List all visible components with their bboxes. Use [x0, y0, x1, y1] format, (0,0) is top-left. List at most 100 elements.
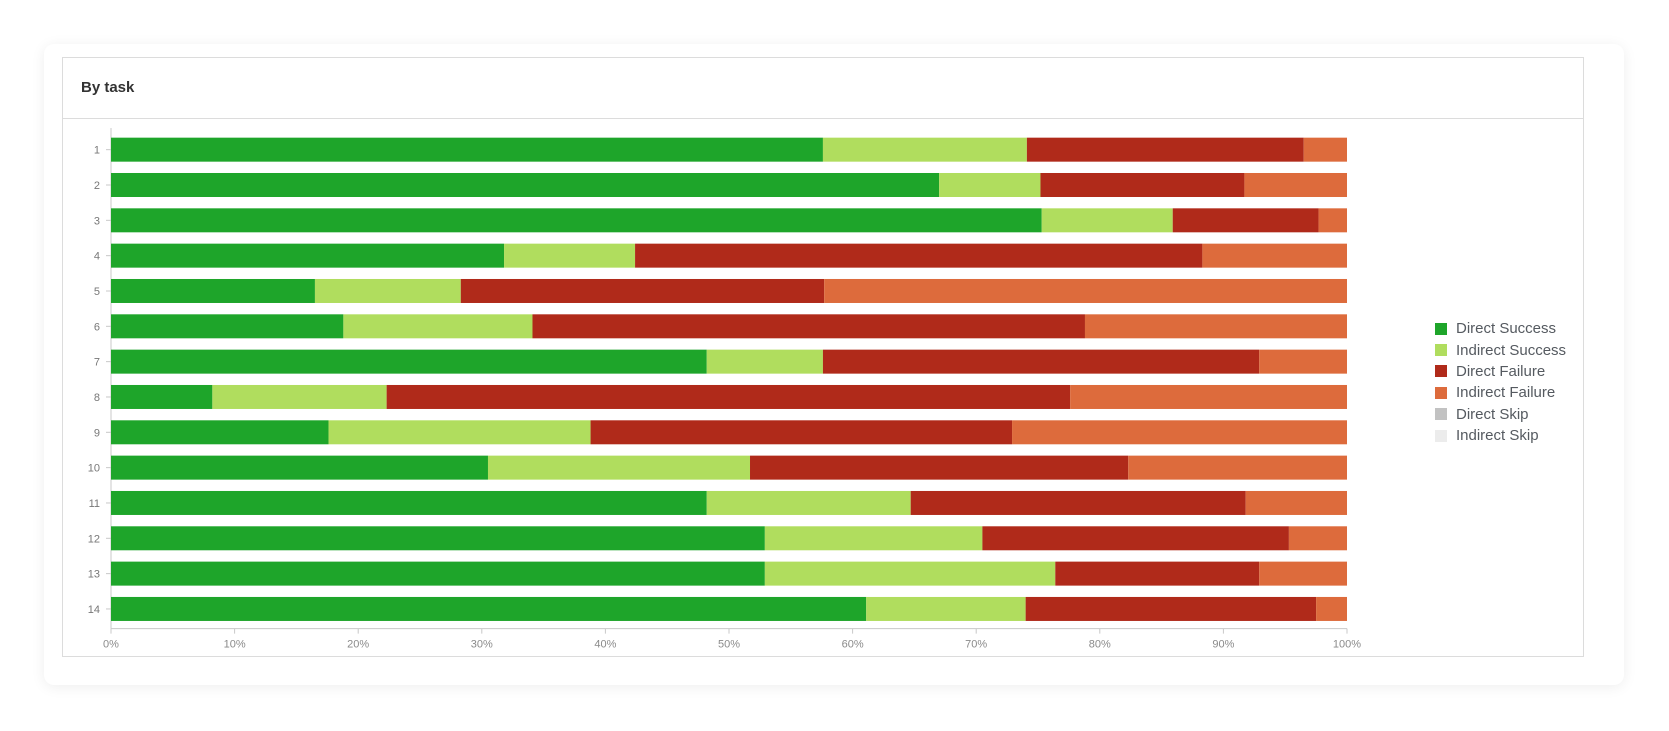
y-tick-label: 5: [94, 286, 100, 298]
bar-segment-11-indirect-failure: [1245, 490, 1347, 515]
bar-segment-5-direct-success: [111, 278, 315, 303]
y-tick-label: 14: [88, 604, 100, 616]
bar-segment-2-direct-failure: [1040, 172, 1245, 197]
bar-segment-14-direct-failure: [1025, 596, 1317, 621]
bar-segment-12-direct-failure: [982, 526, 1289, 551]
legend-item: Direct Failure: [1435, 361, 1566, 382]
legend-item: Indirect Failure: [1435, 382, 1566, 403]
x-tick-label: 90%: [1212, 639, 1234, 651]
bar-segment-3-indirect-failure: [1318, 208, 1347, 233]
bar-segment-14-indirect-success: [866, 596, 1026, 621]
bar-segment-5-indirect-success: [314, 278, 461, 303]
y-tick-label: 1: [94, 145, 100, 157]
legend-swatch: [1435, 429, 1447, 442]
bar-segment-6-indirect-success: [343, 314, 533, 339]
bar-segment-9-indirect-failure: [1012, 420, 1347, 445]
y-tick-label: 10: [88, 463, 100, 475]
bar-segment-6-direct-success: [111, 314, 344, 339]
legend-item: Indirect Skip: [1435, 425, 1566, 446]
x-tick-label: 10%: [224, 639, 246, 651]
y-tick-label: 11: [89, 498, 100, 510]
bar-segment-5-indirect-failure: [824, 278, 1347, 303]
x-tick-label: 0%: [103, 639, 119, 651]
legend-label: Indirect Failure: [1456, 384, 1556, 402]
legend-swatch: [1435, 386, 1447, 399]
bar-segment-4-indirect-success: [504, 243, 636, 268]
bar-segment-11-indirect-success: [706, 490, 911, 515]
bar-segment-13-indirect-failure: [1259, 561, 1347, 586]
bar-segment-8-direct-failure: [386, 384, 1071, 409]
legend-swatch: [1435, 408, 1447, 421]
bar-segment-8-direct-success: [111, 384, 213, 409]
x-tick-label: 40%: [594, 639, 616, 651]
panel-header: By task: [63, 58, 1583, 119]
x-tick-label: 70%: [965, 639, 987, 651]
bar-segment-9-indirect-success: [328, 420, 591, 445]
legend-label: Direct Failure: [1456, 362, 1546, 380]
bar-segment-11-direct-success: [111, 490, 707, 515]
legend-label: Indirect Success: [1456, 341, 1567, 359]
chart-legend: Direct Success Indirect Success Direct Fai…: [1435, 318, 1566, 446]
y-tick-label: 9: [94, 427, 100, 439]
bar-segment-2-indirect-failure: [1244, 172, 1347, 197]
legend-item: Direct Skip: [1435, 404, 1566, 425]
panel-title: By task: [81, 79, 135, 96]
bar-segment-14-direct-success: [111, 596, 867, 621]
y-tick-label: 3: [94, 215, 100, 227]
bar-segment-1-indirect-failure: [1303, 137, 1347, 162]
bar-segment-10-indirect-success: [487, 455, 751, 480]
bar-segment-13-indirect-success: [764, 561, 1056, 586]
bar-segment-9-direct-success: [111, 420, 329, 445]
bar-segment-13-direct-success: [111, 561, 765, 586]
legend-swatch: [1435, 365, 1447, 378]
y-tick-label: 12: [88, 533, 100, 545]
bar-segment-14-indirect-failure: [1316, 596, 1347, 621]
legend-swatch: [1435, 322, 1447, 335]
bar-segment-6-direct-failure: [532, 314, 1085, 339]
bar-segment-4-indirect-failure: [1202, 243, 1347, 268]
bar-segment-5-direct-failure: [460, 278, 825, 303]
legend-label: Indirect Skip: [1456, 427, 1539, 445]
y-tick-label: 8: [94, 392, 100, 404]
bar-segment-8-indirect-failure: [1070, 384, 1347, 409]
bar-segment-10-indirect-failure: [1128, 455, 1347, 480]
x-tick-label: 100%: [1333, 639, 1361, 651]
bar-segment-12-indirect-success: [764, 526, 983, 551]
bar-segment-10-direct-failure: [750, 455, 1129, 480]
bar-segment-1-direct-failure: [1026, 137, 1304, 162]
legend-label: Direct Success: [1456, 320, 1557, 338]
bar-segment-3-indirect-success: [1041, 208, 1173, 233]
y-tick-label: 2: [94, 180, 100, 192]
bar-segment-10-direct-success: [111, 455, 488, 480]
bar-segment-1-direct-success: [111, 137, 823, 162]
bar-segment-7-direct-success: [111, 349, 707, 374]
x-tick-label: 80%: [1089, 639, 1111, 651]
bar-segment-2-direct-success: [111, 172, 940, 197]
bar-segment-6-indirect-failure: [1084, 314, 1347, 339]
bar-segment-3-direct-success: [111, 208, 1042, 233]
bar-segment-7-indirect-failure: [1259, 349, 1347, 374]
bar-segment-11-direct-failure: [910, 490, 1246, 515]
bar-segment-2-indirect-success: [939, 172, 1041, 197]
bar-segment-4-direct-failure: [635, 243, 1203, 268]
y-tick-label: 13: [88, 569, 100, 581]
bar-segment-1-indirect-success: [822, 137, 1027, 162]
legend-item: Direct Success: [1435, 318, 1566, 339]
bar-segment-7-direct-failure: [822, 349, 1260, 374]
bar-segment-9-direct-failure: [590, 420, 1013, 445]
legend-item: Indirect Success: [1435, 339, 1566, 360]
legend-label: Direct Skip: [1456, 405, 1529, 423]
bar-segment-8-indirect-success: [212, 384, 387, 409]
bar-segment-12-direct-success: [111, 526, 765, 551]
bar-segment-13-direct-failure: [1055, 561, 1260, 586]
bar-segment-4-direct-success: [111, 243, 505, 268]
x-tick-label: 60%: [842, 639, 864, 651]
x-tick-label: 50%: [718, 639, 740, 651]
bar-segment-7-indirect-success: [706, 349, 823, 374]
legend-swatch: [1435, 344, 1447, 357]
x-tick-label: 20%: [347, 639, 369, 651]
x-tick-label: 30%: [471, 639, 493, 651]
y-tick-label: 7: [94, 357, 100, 369]
bar-segment-12-indirect-failure: [1288, 526, 1347, 551]
